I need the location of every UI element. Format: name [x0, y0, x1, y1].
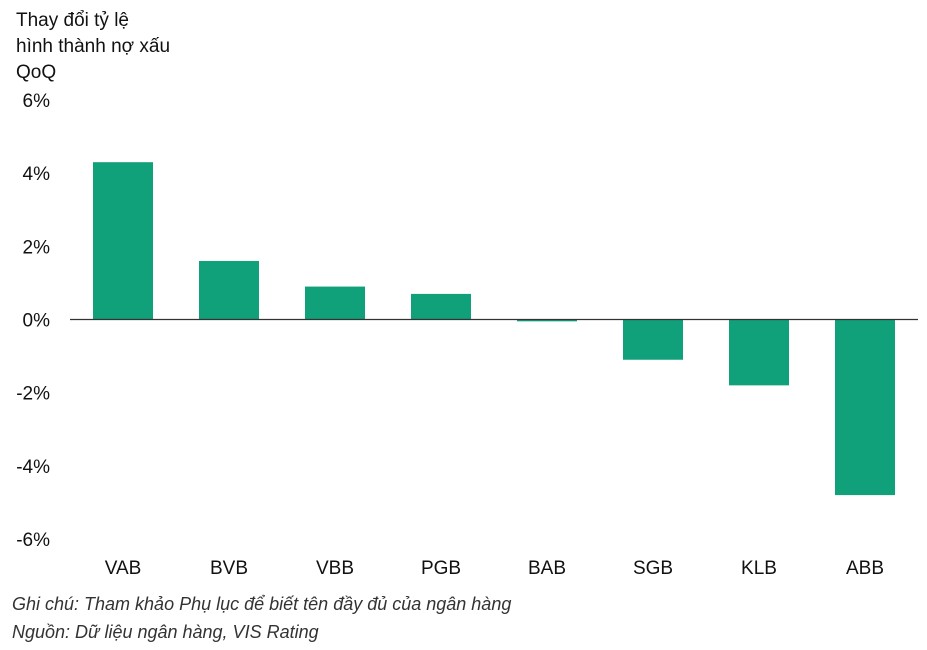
footnotes: Ghi chú: Tham khảo Phụ lục để biết tên đ…	[12, 590, 511, 646]
y-tick-label: 2%	[23, 237, 51, 258]
bars	[93, 162, 895, 496]
category-label-vbb: VBB	[316, 558, 354, 579]
category-label-bab: BAB	[528, 558, 566, 579]
bar-abb	[835, 319, 895, 496]
category-labels: VAB BVB VBB PGB BAB SGB KLB ABB	[105, 558, 884, 579]
bar-sgb	[623, 319, 683, 360]
category-label-pgb: PGB	[421, 558, 461, 579]
y-tick-label: -2%	[16, 384, 50, 405]
category-label-abb: ABB	[846, 558, 884, 579]
bar-bvb	[199, 260, 259, 320]
y-tick-label: 0%	[23, 311, 51, 332]
bar-klb	[729, 319, 789, 386]
category-label-klb: KLB	[741, 558, 777, 579]
y-tick-label: 4%	[23, 164, 51, 185]
bar-vbb	[305, 286, 365, 320]
y-tick-label: 6%	[23, 91, 51, 112]
bar-vab	[93, 162, 153, 320]
bar-chart: 6% 4% 2% 0% -2% -4% -6% VAB BVB VBB PGB BAB SGB KLB A…	[16, 91, 918, 579]
y-tick-label: -4%	[16, 457, 50, 478]
bar-bab	[517, 319, 577, 322]
bar-pgb	[411, 293, 471, 320]
y-tick-label: -6%	[16, 530, 50, 551]
note-text: Ghi chú: Tham khảo Phụ lục để biết tên đ…	[12, 594, 512, 614]
source-text: Nguồn: Dữ liệu ngân hàng, VIS Rating	[12, 622, 319, 642]
category-label-vab: VAB	[105, 558, 142, 579]
category-label-bvb: BVB	[210, 558, 248, 579]
category-label-sgb: SGB	[633, 558, 673, 579]
y-tick-labels: 6% 4% 2% 0% -2% -4% -6%	[16, 91, 50, 551]
y-axis-title: Thay đổi tỷ lệ hình thành nợ xấu QoQ	[16, 10, 171, 83]
